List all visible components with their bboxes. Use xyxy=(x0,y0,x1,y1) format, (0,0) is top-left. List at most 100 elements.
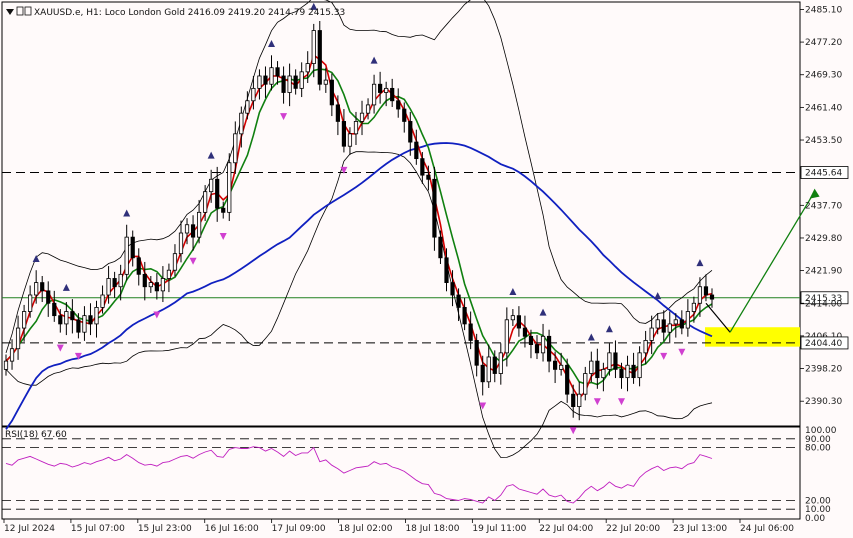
candle-body xyxy=(540,335,546,354)
price-tick-label-12: 2404.40 xyxy=(805,339,842,349)
candle-body xyxy=(239,112,244,135)
price-tick-label-5: 2445.64 xyxy=(805,169,842,179)
candle-body xyxy=(438,236,443,259)
candle-body xyxy=(462,306,467,325)
time-tick-label-7: 19 Jul 11:00 xyxy=(472,524,526,534)
candle-body xyxy=(281,75,286,93)
fractal-up-icon xyxy=(509,287,517,295)
candle-body xyxy=(408,121,413,143)
candle-body xyxy=(685,311,690,329)
candle-body xyxy=(498,352,503,374)
candle-body xyxy=(601,368,606,379)
candle-body xyxy=(209,178,214,193)
candle-body xyxy=(347,133,353,147)
fractal-down-icon xyxy=(74,352,82,360)
candle-body xyxy=(275,67,280,77)
forecast-arrow-icon xyxy=(809,188,820,199)
candle-body xyxy=(709,294,715,300)
time-tick-label-3: 16 Jul 16:00 xyxy=(205,524,259,534)
candle-body xyxy=(402,108,407,122)
rsi-line xyxy=(5,446,713,504)
candle-body xyxy=(311,30,316,64)
candle-body xyxy=(287,75,292,93)
candle-body xyxy=(456,294,461,308)
candle-body xyxy=(583,373,588,395)
symbol-label: XAUUSD.e xyxy=(34,8,81,18)
candle-body xyxy=(353,121,359,135)
price-tick-label-8: 2421.90 xyxy=(805,267,842,277)
candle-body xyxy=(233,133,238,164)
candle-body xyxy=(9,348,15,362)
price-tick-label-10: 2414.00 xyxy=(805,299,842,309)
candle-body xyxy=(3,360,9,370)
candle-body xyxy=(697,286,703,304)
candle-body xyxy=(118,273,123,288)
fractal-down-icon xyxy=(280,113,288,121)
candle-body xyxy=(444,257,449,284)
candle-body xyxy=(522,327,528,337)
fractal-up-icon xyxy=(62,283,70,291)
candle-body xyxy=(257,75,262,89)
candle-body xyxy=(64,311,69,325)
candle-body xyxy=(420,158,425,176)
candle-body xyxy=(565,364,570,395)
candle-body xyxy=(510,315,515,321)
candle-body xyxy=(504,319,509,354)
candle-body xyxy=(215,178,220,209)
fractal-up-icon xyxy=(539,308,547,316)
candle-body xyxy=(384,87,389,93)
candle-body xyxy=(341,121,347,147)
rsi-tick-label-0: 100.00 xyxy=(805,426,837,436)
candle-body xyxy=(655,319,660,329)
candle-body xyxy=(534,344,540,354)
candle-body xyxy=(46,290,51,304)
candle-body xyxy=(28,294,33,312)
ma-slow-line xyxy=(5,68,713,386)
candle-body xyxy=(359,112,365,122)
supply-demand-zone xyxy=(705,327,800,347)
candle-body xyxy=(414,141,419,160)
candle-body xyxy=(112,278,117,288)
candle-body xyxy=(559,364,564,370)
candle-body xyxy=(263,75,268,85)
price-tick-label-6: 2437.70 xyxy=(805,201,842,211)
candle-body xyxy=(516,315,522,329)
time-tick-label-5: 18 Jul 02:00 xyxy=(339,524,393,534)
price-tick-label-14: 2390.30 xyxy=(805,397,842,407)
fractal-down-icon xyxy=(479,402,487,410)
candle-body xyxy=(172,253,178,271)
fractal-up-icon xyxy=(207,151,215,159)
fractal-down-icon xyxy=(617,398,625,406)
price-tag-box-12 xyxy=(800,336,849,350)
candle-body xyxy=(148,282,153,288)
candle-body xyxy=(378,83,383,93)
timeframe-label: H1 xyxy=(86,8,99,18)
candle-body xyxy=(124,236,129,275)
time-tick-label-11: 24 Jul 06:00 xyxy=(740,524,794,534)
candle-body xyxy=(299,71,304,89)
fractal-down-icon xyxy=(153,311,161,319)
candle-body xyxy=(486,356,491,383)
candle-body xyxy=(546,335,552,362)
candle-body xyxy=(106,278,111,296)
candle-body xyxy=(335,104,340,122)
candle-body xyxy=(100,294,105,308)
price-tick-label-2: 2469.30 xyxy=(805,71,842,81)
candle-body xyxy=(34,282,39,296)
time-tick-label-0: 12 Jul 2024 xyxy=(4,524,55,534)
price-tick-label-3: 2461.40 xyxy=(805,103,842,113)
fractal-up-icon xyxy=(696,259,704,267)
fractal-up-icon xyxy=(123,209,131,217)
candle-body xyxy=(432,178,437,238)
candle-body xyxy=(577,393,582,407)
price-tick-label-9: 2415.33 xyxy=(805,294,842,304)
time-tick-label-10: 23 Jul 13:00 xyxy=(673,524,727,534)
candle-body xyxy=(619,368,624,379)
fractal-down-icon xyxy=(189,257,197,265)
candle-body xyxy=(221,207,226,213)
candle-body xyxy=(88,315,93,325)
candle-body xyxy=(371,83,377,106)
rsi-tick-label-2: 80.00 xyxy=(805,444,831,454)
rsi-tick-label-4: 10.00 xyxy=(805,505,831,515)
